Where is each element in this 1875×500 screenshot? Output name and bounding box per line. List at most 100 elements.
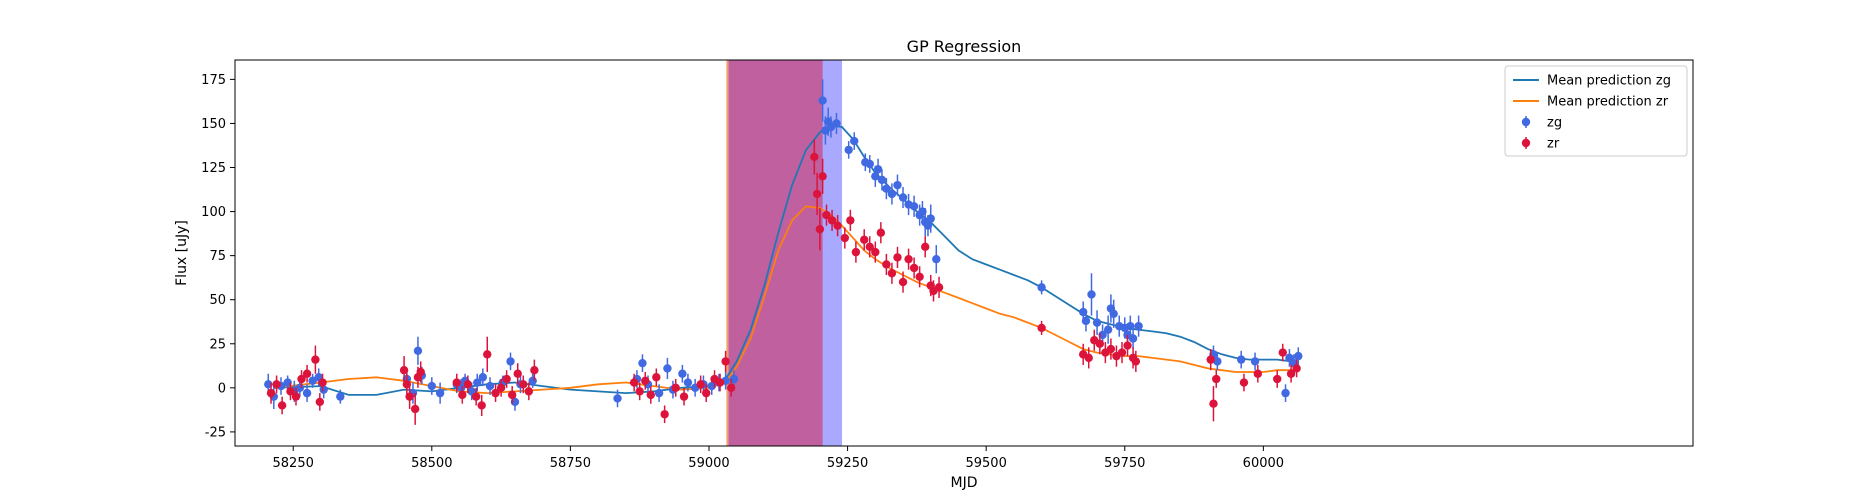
point-zg (898, 193, 908, 202)
point-zg (1250, 357, 1260, 366)
point-zg (485, 381, 495, 391)
point-zr (715, 378, 725, 387)
point-zr (822, 210, 831, 220)
point-zr (399, 366, 409, 375)
point-zr (524, 387, 534, 396)
x-tick-label: 59500 (965, 456, 1006, 471)
point-zg (877, 175, 887, 185)
line-zr (273, 205, 1299, 395)
point-zr (1239, 378, 1249, 387)
point-zr (496, 383, 506, 393)
series-lines (273, 124, 1299, 396)
point-zr (1206, 355, 1215, 364)
point-zg (850, 136, 859, 146)
point-zr (471, 392, 481, 401)
x-axis-ticks: 58250 58500 58750 59000 59250 59500 59750 60000 (273, 446, 1284, 471)
point-zr (458, 390, 467, 400)
point-zr (840, 233, 850, 243)
x-tick-label: 59000 (688, 456, 729, 471)
point-zr (721, 357, 730, 366)
point-zr (641, 376, 650, 385)
point-zr (898, 277, 908, 287)
point-zr (871, 247, 880, 257)
point-zr (909, 263, 919, 273)
point-zg (1092, 318, 1102, 327)
point-zg (1109, 309, 1118, 319)
point-zr (286, 387, 295, 396)
point-zg (909, 202, 919, 211)
point-zg (882, 184, 891, 193)
point-zg (1236, 355, 1246, 364)
point-zg (638, 358, 647, 368)
point-zg (663, 364, 672, 373)
point-zr (1209, 399, 1218, 408)
point-zr (904, 254, 913, 264)
y-tick-label: 25 (209, 337, 226, 352)
point-zg (1081, 316, 1091, 326)
y-tick-label: 175 (201, 73, 226, 88)
point-zr (702, 388, 711, 398)
point-zr (1084, 353, 1093, 363)
point-zr (1212, 374, 1221, 384)
y-axis-ticks: -25 0 25 50 75 100 125 150 175 (201, 73, 235, 440)
y-tick-label: 75 (209, 249, 226, 264)
point-zg (1213, 357, 1222, 366)
point-zr (860, 235, 869, 244)
point-zr (1278, 348, 1287, 357)
point-zg (435, 388, 445, 398)
point-zr (810, 152, 819, 162)
point-zg (887, 189, 897, 199)
point-zr (846, 216, 855, 225)
x-tick-label: 58500 (411, 456, 452, 471)
legend-box (1504, 65, 1688, 157)
point-zg (1134, 321, 1143, 331)
highlight-spans (726, 60, 843, 446)
point-zg (818, 96, 827, 105)
point-zr (1286, 369, 1296, 378)
point-zr (318, 378, 327, 387)
y-axis-label: Flux [uJy] (174, 220, 190, 286)
x-tick-label: 59750 (1104, 456, 1145, 471)
point-zr (876, 228, 886, 237)
point-zg (613, 394, 622, 403)
point-zr (1095, 339, 1105, 348)
y-tick-label: 50 (209, 293, 226, 308)
point-zr (671, 383, 680, 393)
point-zr (833, 221, 842, 230)
point-zg (1128, 334, 1138, 343)
point-zr (1292, 364, 1301, 373)
point-zg (1294, 351, 1303, 361)
point-zg (478, 373, 488, 382)
point-zr (491, 388, 500, 398)
point-zr (696, 380, 705, 389)
x-tick-label: 60000 (1243, 456, 1284, 471)
point-zg (1103, 325, 1113, 334)
y-tick-label: 100 (201, 205, 226, 220)
point-zr (818, 172, 827, 181)
point-zg (427, 381, 437, 391)
point-zg (932, 254, 941, 264)
point-zg (308, 376, 317, 385)
point-zr (893, 253, 902, 262)
point-zg (413, 346, 423, 356)
y-tick-label: 0 (218, 381, 226, 396)
point-zr (679, 392, 689, 401)
point-zg (473, 378, 482, 387)
point-zr (416, 367, 425, 377)
point-zr (1123, 341, 1132, 350)
point-zg (844, 145, 853, 155)
point-zr (934, 283, 944, 292)
x-tick-label: 58750 (550, 456, 591, 471)
legend-label: Mean prediction zg (1547, 74, 1671, 89)
y-tick-label: 125 (201, 161, 226, 176)
plot-frame (234, 59, 1694, 447)
point-zr (410, 404, 420, 414)
legend-swatch (1521, 117, 1531, 127)
series-points (264, 79, 1303, 425)
legend-label: Mean prediction zr (1547, 95, 1669, 110)
point-zr (502, 374, 511, 384)
point-zg (1281, 388, 1290, 398)
point-zr (726, 383, 736, 393)
point-zr (915, 272, 924, 281)
point-zg (654, 388, 664, 398)
